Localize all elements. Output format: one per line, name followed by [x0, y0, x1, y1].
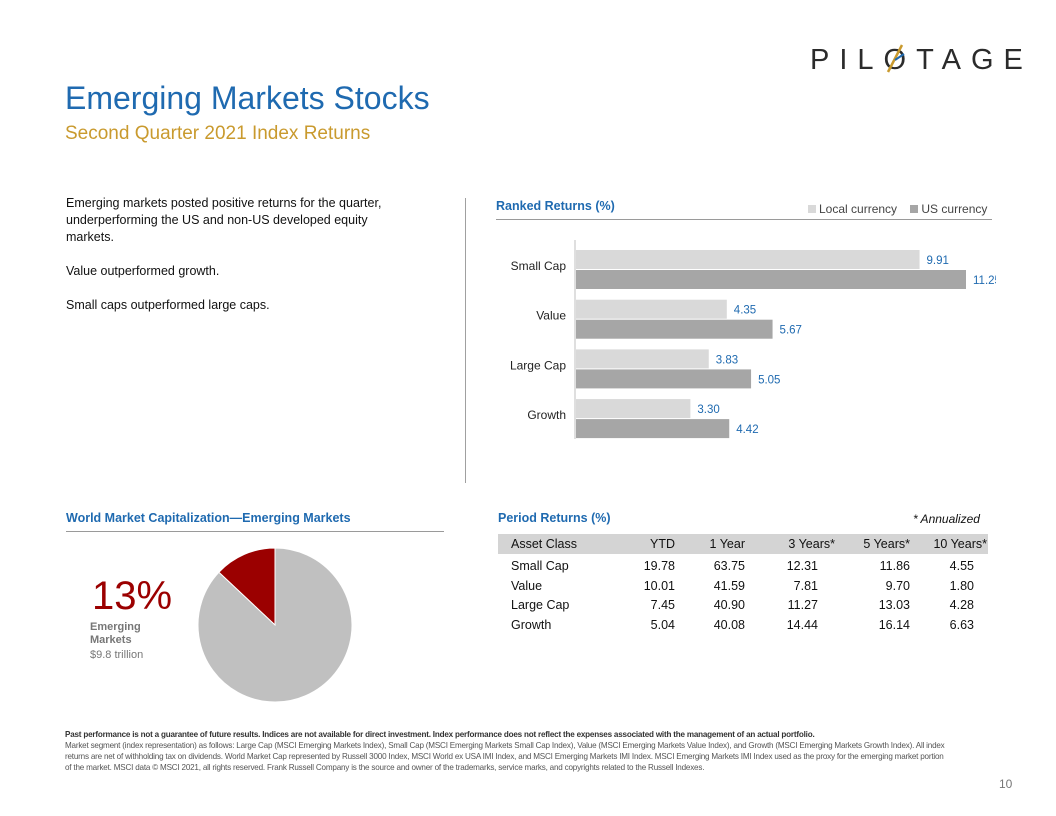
table-row-label: Value [511, 578, 543, 593]
table-cell: 7.81 [793, 578, 818, 593]
bar-local [576, 349, 709, 369]
market-cap-pie-chart [197, 547, 353, 703]
bar-us [576, 270, 966, 289]
bar-us [576, 319, 773, 339]
intro-paragraph-2: Value outperformed growth. [66, 264, 220, 278]
logo-text-start: PIL [810, 44, 884, 76]
table-cell: 19.78 [643, 559, 675, 573]
legend-label-us: US currency [921, 202, 988, 216]
disclaimer-bold: Past performance is not a guarantee of f… [65, 730, 815, 739]
pilotage-logo: PILO TAGE [810, 44, 1033, 77]
bar-local [576, 250, 920, 269]
table-row-label: Growth [511, 618, 552, 633]
page-subtitle: Second Quarter 2021 Index Returns [65, 123, 371, 144]
bar-value-label: 3.83 [716, 354, 738, 366]
table-cell: 1.80 [949, 578, 974, 593]
annualized-note: * Annualized [913, 512, 980, 526]
vertical-divider [465, 198, 466, 483]
period-returns-table-header: Asset Class YTD 1 Year 3 Years* 5 Years* 10 Y… [498, 534, 988, 554]
table-cell: 13.03 [878, 598, 910, 613]
period-returns-table: Small Cap 19.78 63.75 12.31 11.86 4.55 Value 10… [498, 534, 988, 644]
page-number: 10 [999, 777, 1013, 791]
bar-value-label: 5.05 [758, 374, 780, 386]
bar-value-label: 9.91 [927, 255, 949, 267]
bar-category-label: Small Cap [511, 259, 567, 273]
table-cell: 4.55 [949, 559, 974, 573]
table-cell: 14.44 [786, 618, 818, 633]
table-cell: 10.01 [643, 578, 675, 593]
bar-category-label: Growth [527, 408, 566, 422]
intro-text: Emerging markets posted positive returns… [66, 195, 401, 331]
table-row-label: Large Cap [511, 598, 570, 613]
legend-label-local: Local currency [819, 202, 898, 216]
bar-value-label: 11.25 [973, 275, 996, 287]
table-header-cell: 3 Years* [788, 537, 835, 551]
table-header-cell: 1 Year [709, 537, 745, 551]
table-header-cell: 5 Years* [863, 537, 910, 551]
disclaimer-text: Market segment (index representation) as… [65, 741, 945, 772]
table-cell: 40.90 [713, 598, 745, 613]
bar-value-label: 4.42 [736, 424, 758, 436]
disclaimer: Past performance is not a guarantee of f… [65, 729, 950, 773]
pie-slice-emerging [218, 547, 276, 627]
table-row-label: Small Cap [511, 559, 569, 573]
logo-text-end: TAGE [916, 44, 1033, 76]
table-cell: 11.86 [879, 559, 910, 573]
table-cell: 5.04 [650, 618, 675, 633]
bar-category-label: Large Cap [510, 358, 566, 372]
ranked-returns-title: Ranked Returns (%) [496, 199, 615, 213]
table-header-cell: 10 Years* [933, 537, 987, 551]
legend-swatch-us [910, 205, 919, 213]
bar-local [576, 299, 727, 319]
emerging-label: Emerging Markets [90, 621, 141, 646]
bar-us [576, 369, 752, 389]
ranked-returns-rule [496, 219, 992, 220]
market-cap-rule [66, 531, 444, 532]
bar-value-label: 4.35 [734, 305, 756, 317]
period-returns-title: Period Returns (%) [498, 511, 611, 525]
bar-value-label: 3.30 [697, 404, 719, 416]
table-cell: 40.08 [713, 618, 745, 633]
table-cell: 7.45 [650, 598, 675, 613]
table-cell: 12.31 [786, 559, 818, 573]
bar-us [576, 419, 730, 439]
bar-chart-legend: Local currency US currency [808, 202, 987, 216]
table-cell: 41.59 [713, 578, 745, 593]
table-cell: 63.75 [713, 559, 745, 573]
logo-slash-mark [886, 44, 905, 73]
emerging-percent: 13% [92, 574, 173, 618]
logo-o-with-slash: O [884, 44, 917, 77]
table-header-cell: YTD [650, 537, 675, 551]
ranked-returns-bar-chart: Small Cap 9.91 11.25 Value 4.35 5.67 Large Cap… [510, 240, 996, 439]
table-cell: 6.63 [949, 618, 974, 633]
table-cell: 4.28 [949, 598, 974, 613]
table-header-cell: Asset Class [511, 537, 577, 551]
legend-swatch-local [808, 205, 816, 213]
emerging-value: $9.8 trillion [90, 649, 144, 661]
page-title: Emerging Markets Stocks [65, 80, 430, 116]
intro-paragraph-1: Emerging markets posted positive returns… [66, 196, 382, 244]
table-cell: 16.14 [878, 618, 910, 633]
market-cap-title: World Market Capitalization—Emerging Mar… [66, 511, 351, 525]
table-cell: 11.27 [787, 598, 818, 613]
table-cell: 9.70 [885, 578, 910, 593]
bar-category-label: Value [536, 309, 566, 323]
bar-local [576, 399, 691, 419]
bar-value-label: 5.67 [780, 325, 802, 337]
intro-paragraph-3: Small caps outperformed large caps. [66, 298, 270, 312]
pie-slice-other [197, 547, 353, 703]
